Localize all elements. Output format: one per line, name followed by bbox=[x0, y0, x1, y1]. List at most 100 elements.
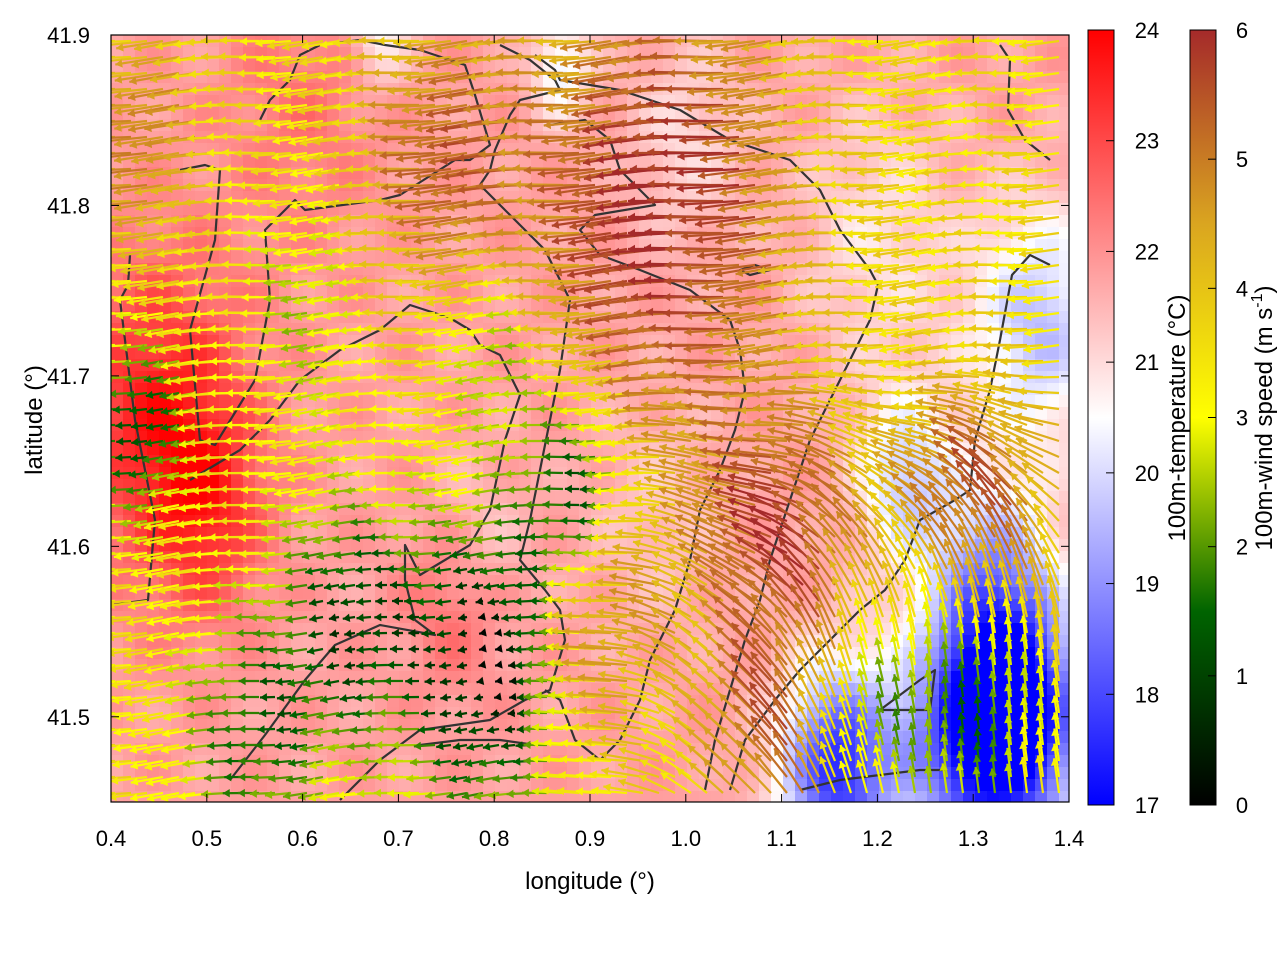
temperature-cell bbox=[135, 395, 148, 408]
temperature-cell bbox=[171, 95, 184, 108]
temperature-cell bbox=[795, 251, 808, 264]
temperature-cell bbox=[963, 251, 976, 264]
temperature-cell bbox=[495, 59, 508, 72]
temperature-cell bbox=[219, 107, 232, 120]
temperature-cell bbox=[507, 299, 520, 312]
temperature-cell bbox=[375, 251, 388, 264]
temperature-cell bbox=[459, 143, 472, 156]
temperature-cell bbox=[1023, 383, 1036, 396]
temperature-cell bbox=[843, 59, 856, 72]
temperature-cell bbox=[363, 587, 376, 600]
temperature-cell bbox=[963, 203, 976, 216]
temperature-cell bbox=[603, 539, 616, 552]
temperature-cell bbox=[1047, 203, 1060, 216]
temperature-cell bbox=[207, 587, 220, 600]
temperature-cell bbox=[915, 743, 928, 756]
temperature-cell bbox=[795, 347, 808, 360]
temperature-cell bbox=[351, 59, 364, 72]
temperature-cell bbox=[831, 119, 844, 132]
temperature-cell bbox=[507, 539, 520, 552]
temperature-cell bbox=[819, 155, 832, 168]
temperature-cell bbox=[207, 635, 220, 648]
temperature-cell bbox=[255, 683, 268, 696]
temperature-cell bbox=[375, 539, 388, 552]
temperature-cell bbox=[171, 59, 184, 72]
plot-area bbox=[111, 35, 1069, 802]
temperature-cell bbox=[1059, 503, 1069, 516]
temperature-cell bbox=[327, 59, 340, 72]
temperature-cell bbox=[531, 395, 544, 408]
temperature-cell bbox=[831, 347, 844, 360]
temperature-cell bbox=[231, 491, 244, 504]
temperature-cell bbox=[1059, 167, 1069, 180]
temperature-cell bbox=[231, 155, 244, 168]
temperature-cell bbox=[819, 107, 832, 120]
temperature-cell bbox=[795, 59, 808, 72]
temperature-cell bbox=[807, 59, 820, 72]
temperature-cell bbox=[1059, 659, 1069, 672]
temperature-cell bbox=[495, 395, 508, 408]
temperature-cell bbox=[1059, 227, 1069, 240]
temperature-cell bbox=[411, 539, 424, 552]
temperature-cell bbox=[567, 539, 580, 552]
temperature-cell bbox=[231, 731, 244, 744]
temperature-cell bbox=[267, 539, 280, 552]
temperature-cell bbox=[267, 731, 280, 744]
temperature-cell bbox=[975, 59, 988, 72]
temperature-cell bbox=[207, 539, 220, 552]
temperature-cell bbox=[207, 683, 220, 696]
temperature-cell bbox=[771, 95, 784, 108]
temperature-cell bbox=[123, 443, 136, 456]
temperature-cell bbox=[243, 299, 256, 312]
temperature-cell bbox=[483, 203, 496, 216]
temperature-cell bbox=[375, 779, 388, 792]
temperature-cell bbox=[1059, 239, 1069, 252]
temperature-cell bbox=[351, 203, 364, 216]
temperature-cell bbox=[363, 203, 376, 216]
temperature-cell bbox=[483, 59, 496, 72]
temperature-cell bbox=[363, 635, 376, 648]
temperature-cell bbox=[495, 683, 508, 696]
temperature-cell bbox=[1059, 395, 1069, 408]
temperature-cell bbox=[183, 299, 196, 312]
temperature-cell bbox=[315, 683, 328, 696]
temperature-cell bbox=[507, 251, 520, 264]
temperature-cell bbox=[195, 203, 208, 216]
temperature-cell bbox=[1059, 71, 1069, 84]
temperature-cell bbox=[195, 251, 208, 264]
temperature-cell bbox=[555, 491, 568, 504]
temperature-cell bbox=[1047, 155, 1060, 168]
temperature-cell bbox=[963, 647, 976, 660]
temperature-cell bbox=[975, 299, 988, 312]
temperature-cell bbox=[255, 299, 268, 312]
temperature-cell bbox=[399, 779, 412, 792]
temperature-cell bbox=[219, 443, 232, 456]
temperature-cell bbox=[111, 395, 124, 408]
temperature-cell bbox=[531, 587, 544, 600]
temperature-cell bbox=[279, 731, 292, 744]
temperature-cell bbox=[1059, 35, 1069, 48]
temperature-cell bbox=[483, 671, 496, 684]
temperature-cell bbox=[1035, 107, 1048, 120]
temperature-cell bbox=[387, 299, 400, 312]
temperature-cell bbox=[963, 695, 976, 708]
temperature-cell bbox=[399, 635, 412, 648]
temperature-cell bbox=[1059, 203, 1069, 216]
temperature-cell bbox=[783, 59, 796, 72]
temperature-cell bbox=[1059, 767, 1069, 780]
temperature-cell bbox=[231, 203, 244, 216]
temperature-cell bbox=[771, 143, 784, 156]
temperature-cell bbox=[1059, 755, 1069, 768]
temperature-cell bbox=[231, 347, 244, 360]
temperature-cell bbox=[915, 95, 928, 108]
temperature-cell bbox=[195, 143, 208, 156]
temperature-cell bbox=[351, 779, 364, 792]
temperature-cell bbox=[255, 59, 268, 72]
temperature-cell bbox=[411, 683, 424, 696]
temperature-cell bbox=[435, 635, 448, 648]
temperature-cell bbox=[627, 59, 640, 72]
temperature-cell bbox=[1059, 131, 1069, 144]
temperature-cell bbox=[1059, 155, 1069, 168]
temperature-cell bbox=[231, 539, 244, 552]
temperature-cell bbox=[1059, 431, 1069, 444]
